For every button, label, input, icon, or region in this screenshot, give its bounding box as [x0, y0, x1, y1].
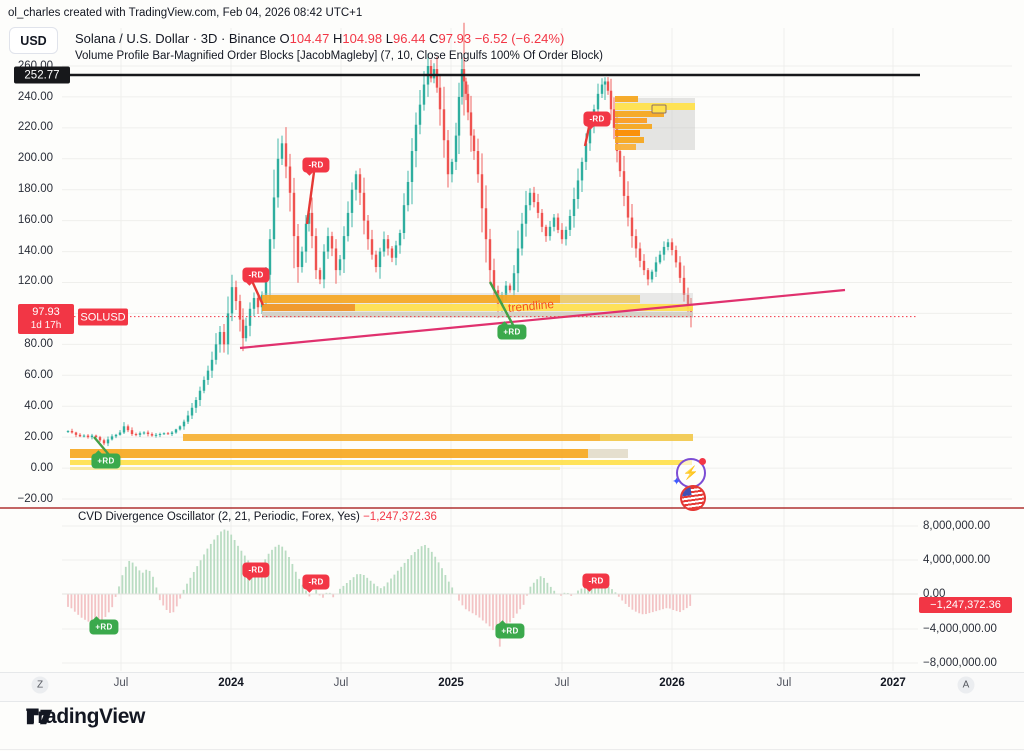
- oscillator-title[interactable]: CVD Divergence Oscillator (2, 21, Period…: [78, 511, 437, 523]
- price-tick: 220.00: [17, 121, 53, 133]
- time-tick: Jul: [113, 677, 129, 689]
- price-tick: 140.00: [17, 245, 53, 257]
- price-tick: 80.00: [24, 338, 53, 350]
- time-tick: 2027: [880, 677, 906, 689]
- flag-canton: [680, 487, 692, 497]
- bullish-divergence-badge[interactable]: +RD: [89, 619, 119, 635]
- auto-scale-button[interactable]: A: [957, 676, 975, 694]
- bearish-divergence-badge[interactable]: -RD: [302, 157, 330, 173]
- symbol-title[interactable]: Solana / U.S. Dollar · 3D · Binance O104…: [75, 31, 564, 46]
- notification-dot: [699, 458, 706, 465]
- bullish-divergence-badge[interactable]: +RD: [495, 623, 525, 639]
- symbol-title-part: 97.93: [438, 31, 475, 46]
- flash-indicator-icon[interactable]: ⚡ ✦: [672, 458, 706, 488]
- tradingview-logomark: [26, 709, 53, 725]
- price-tick: 240.00: [17, 91, 53, 103]
- bearish-divergence-badge[interactable]: -RD: [583, 111, 611, 127]
- indicator-title[interactable]: Volume Profile Bar-Magnified Order Block…: [75, 50, 603, 62]
- time-axis[interactable]: [0, 672, 1024, 702]
- tradingview-wordmark: TradingView: [26, 705, 145, 728]
- symbol-title-part: −6.52 (−6.24%): [474, 31, 565, 46]
- footer-divider: [0, 749, 1024, 750]
- symbol-title-part: C: [429, 31, 439, 46]
- oscillator-value-number: −1,247,372.36: [363, 511, 437, 523]
- oscillator-tick: 4,000,000.00: [923, 554, 991, 566]
- price-tick: 40.00: [24, 400, 53, 412]
- bearish-divergence-badge[interactable]: -RD: [242, 267, 270, 283]
- bullish-divergence-badge[interactable]: +RD: [91, 453, 121, 469]
- price-tick: 60.00: [24, 369, 53, 381]
- price-tick: 160.00: [17, 214, 53, 226]
- symbol-title-part: 96.44: [392, 31, 430, 46]
- price-tick: −20.00: [17, 493, 54, 505]
- symbol-title-part: O: [279, 31, 290, 46]
- price-tick: 0.00: [30, 462, 53, 474]
- bullish-divergence-badge[interactable]: +RD: [497, 324, 527, 340]
- symbol-title-part: 104.47: [289, 31, 333, 46]
- oscillator-tick: −8,000,000.00: [923, 657, 997, 669]
- last-price: 97.93: [32, 306, 60, 318]
- oscillator-value-tag: −1,247,372.36: [919, 597, 1012, 613]
- oscillator-title-text: CVD Divergence Oscillator (2, 21, Period…: [78, 511, 360, 523]
- time-tick: Jul: [554, 677, 570, 689]
- tradingview-logo[interactable]: TradingView: [26, 705, 145, 729]
- symbol-title-part: L: [385, 31, 393, 46]
- attribution-text: ol_charles created with TradingView.com,…: [8, 7, 363, 19]
- symbol-title-part: Solana / U.S. Dollar · 3D · Binance: [75, 31, 280, 46]
- last-price-tag: 97.93 1d 17h: [18, 304, 74, 334]
- sparkle-icon: ✦: [672, 476, 682, 488]
- time-tick: Jul: [776, 677, 792, 689]
- level-price-tag: 252.77: [14, 66, 70, 84]
- bearish-divergence-badge[interactable]: -RD: [242, 562, 270, 578]
- zoom-out-button[interactable]: Z: [31, 676, 49, 694]
- price-tick: 200.00: [17, 152, 53, 164]
- time-tick: 2025: [438, 677, 464, 689]
- symbol-title-part: H: [332, 31, 343, 46]
- oscillator-tick: −4,000,000.00: [923, 623, 997, 635]
- time-tick: 2024: [218, 677, 244, 689]
- oscillator-tick: 8,000,000.00: [923, 520, 991, 532]
- symbol-title-part: 104.98: [342, 31, 386, 46]
- currency-button[interactable]: USD: [9, 27, 58, 54]
- time-tick: Jul: [333, 677, 349, 689]
- price-tick: 120.00: [17, 275, 53, 287]
- price-tick: 180.00: [17, 183, 53, 195]
- bar-countdown: 1d 17h: [30, 320, 62, 331]
- time-tick: 2026: [659, 677, 685, 689]
- price-tick: 20.00: [24, 431, 53, 443]
- bearish-divergence-badge[interactable]: -RD: [302, 574, 330, 590]
- bearish-divergence-badge[interactable]: -RD: [582, 573, 610, 589]
- symbol-tag: SOLUSD: [78, 308, 128, 326]
